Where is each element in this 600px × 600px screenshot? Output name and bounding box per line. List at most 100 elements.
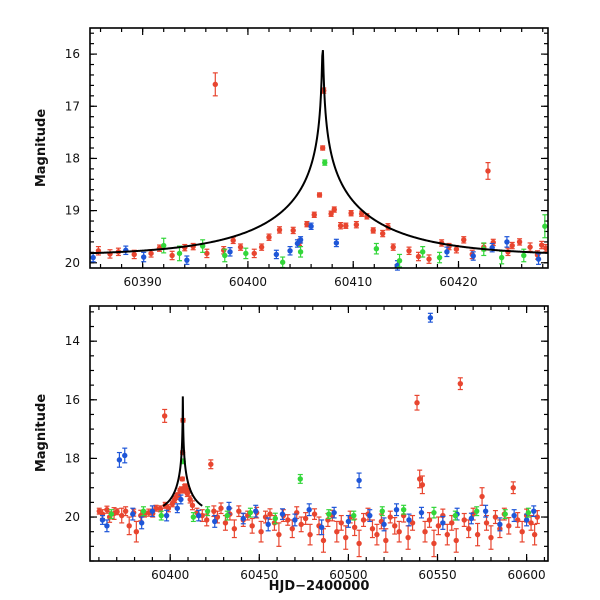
top-data-point-red [204,248,210,259]
top-data-marker [273,251,280,258]
bottom-data-point-red [249,517,255,534]
top-data-marker [140,254,147,260]
bottom-data-point-green [272,512,279,525]
top-x-tick-label: 60390 [124,275,162,289]
top-data-point-green [322,159,328,166]
top-data-marker [169,252,175,259]
bottom-data-point-green [204,506,211,517]
top-data-point-blue [470,251,476,261]
top-x-tick-label: 60400 [229,275,267,289]
bottom-data-point-blue [418,506,425,519]
bottom-data-marker [426,517,433,523]
bottom-data-point-red [488,525,494,550]
bottom-data-point-blue [318,519,325,536]
top-data-point-blue [287,246,293,256]
bottom-data-marker [297,476,303,482]
bottom-data-point-green [474,506,480,517]
bottom-data-point-blue [468,512,475,525]
bottom-x-tick-label: 60600 [508,568,546,582]
top-data-marker [304,221,310,227]
bottom-data-marker [393,507,400,513]
bottom-data-marker [175,492,181,498]
top-data-marker [542,223,548,229]
bottom-data-point-red [343,525,349,550]
top-data-point-red [319,145,326,151]
top-data-marker [90,254,96,261]
bottom-data-point-red [222,514,229,531]
bottom-data-point-red [285,514,291,526]
bottom-data-marker [236,508,242,514]
top-data-marker [230,237,236,244]
bottom-data-point-green [400,504,407,515]
top-data-marker [535,256,542,262]
bottom-data-point-red [457,377,464,391]
top-data-marker [420,249,426,255]
bottom-data-point-red [114,508,120,516]
bottom-x-tick-label: 60400 [151,568,189,582]
bottom-data-point-blue [497,517,503,532]
top-data-marker [516,239,523,245]
top-data-point-red [237,243,244,251]
bottom-data-point-blue [356,472,362,489]
top-data-marker [266,234,272,240]
top-data-point-red [212,72,218,97]
bottom-data-point-blue [306,503,312,517]
bottom-data-point-red [307,523,313,546]
bottom-data-marker [531,508,537,514]
bottom-data-point-red [414,394,420,411]
bottom-data-point-red [218,502,224,515]
bottom-data-point-blue [367,509,373,523]
bottom-data-point-red [119,507,125,524]
bottom-data-point-blue [393,503,400,517]
top-data-point-red [490,238,496,247]
bottom-data-point-red [483,514,490,531]
bottom-data-marker [320,537,327,544]
bottom-data-point-blue [406,513,412,527]
bottom-data-point-green [140,506,147,517]
bottom-data-marker [165,505,172,511]
bottom-data-marker [218,505,224,511]
top-data-marker [297,249,304,255]
bottom-data-marker [289,526,295,532]
top-data-point-red [461,236,467,244]
top-data-marker [390,244,396,250]
bottom-data-marker [226,505,232,511]
bottom-data-marker [356,540,362,547]
top-data-point-red [379,229,386,238]
top-data-point-red [290,226,296,235]
bottom-data-marker [453,537,459,544]
bottom-data-point-green [108,509,115,520]
top-data-marker [319,145,326,151]
top-data-point-red [251,248,257,259]
top-data-point-red [516,238,523,246]
bottom-data-marker [204,508,211,514]
bottom-data-marker [488,534,494,541]
bottom-data-marker [302,515,309,522]
bottom-data-point-blue [265,517,271,532]
bottom-data-point-red [387,510,393,524]
top-data-point-blue [333,238,340,248]
bottom-data-point-blue [440,515,446,530]
bottom-data-point-red [289,519,295,539]
bottom-data-point-red [338,514,344,531]
top-data-marker [343,223,349,229]
bottom-data-point-red [161,408,168,423]
top-data-point-green [199,239,206,253]
bottom-x-tick-label: 60500 [329,568,367,582]
top-data-marker [297,237,304,243]
bottom-data-point-red [258,520,264,543]
bottom-data-marker [265,521,271,528]
bottom-data-marker [222,520,229,526]
bottom-data-point-red [465,519,472,539]
bottom-data-marker [431,540,437,547]
bottom-data-marker [419,482,426,488]
bottom-data-marker [416,476,423,482]
top-data-marker [406,248,412,254]
top-data-marker [287,248,293,254]
top-data-point-green [222,248,228,263]
bottom-data-marker [122,508,129,514]
top-data-point-green [521,248,527,263]
top-data-point-red [485,162,491,180]
bottom-data-marker [435,523,442,529]
bottom-data-point-red [435,516,442,536]
